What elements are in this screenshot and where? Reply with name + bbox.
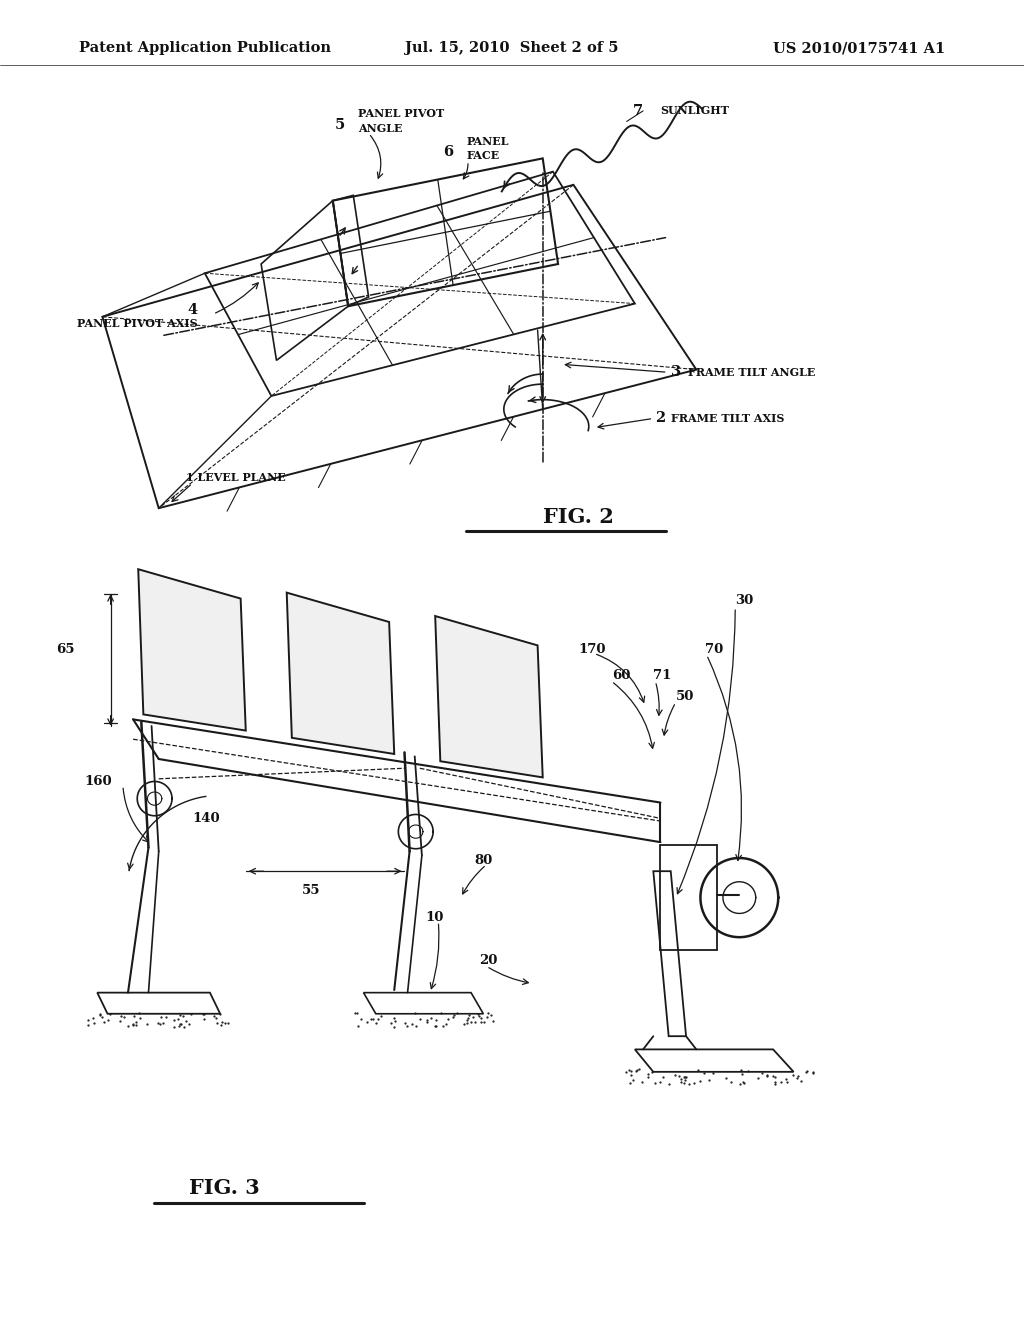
Text: 140: 140 bbox=[193, 812, 220, 825]
Polygon shape bbox=[435, 616, 543, 777]
Text: US 2010/0175741 A1: US 2010/0175741 A1 bbox=[773, 41, 945, 55]
Text: 10: 10 bbox=[425, 911, 443, 924]
Text: 1 LEVEL PLANE: 1 LEVEL PLANE bbox=[186, 473, 286, 483]
Text: 3: 3 bbox=[671, 366, 681, 379]
Text: FIG. 3: FIG. 3 bbox=[189, 1177, 260, 1199]
Text: SUNLIGHT: SUNLIGHT bbox=[660, 106, 729, 116]
Text: 6: 6 bbox=[443, 145, 454, 158]
Text: 5: 5 bbox=[335, 119, 345, 132]
Text: 4: 4 bbox=[187, 304, 198, 317]
Text: Patent Application Publication: Patent Application Publication bbox=[79, 41, 331, 55]
Text: PANEL PIVOT: PANEL PIVOT bbox=[358, 108, 444, 119]
Text: PANEL: PANEL bbox=[467, 136, 510, 147]
Text: 160: 160 bbox=[84, 775, 112, 788]
Text: 30: 30 bbox=[735, 594, 754, 607]
Text: 70: 70 bbox=[705, 643, 723, 656]
Text: 7: 7 bbox=[633, 104, 643, 117]
Text: 60: 60 bbox=[612, 669, 631, 682]
Text: ANGLE: ANGLE bbox=[358, 123, 402, 133]
Text: 50: 50 bbox=[676, 690, 694, 704]
Text: 80: 80 bbox=[474, 854, 493, 867]
Text: FIG. 2: FIG. 2 bbox=[543, 507, 613, 528]
Text: 170: 170 bbox=[579, 643, 606, 656]
Text: PANEL PIVOT AXIS: PANEL PIVOT AXIS bbox=[77, 318, 198, 329]
Text: 2: 2 bbox=[655, 412, 666, 425]
Text: FRAME TILT ANGLE: FRAME TILT ANGLE bbox=[688, 367, 815, 378]
Text: Jul. 15, 2010  Sheet 2 of 5: Jul. 15, 2010 Sheet 2 of 5 bbox=[406, 41, 618, 55]
Text: 71: 71 bbox=[653, 669, 672, 682]
Text: FRAME TILT AXIS: FRAME TILT AXIS bbox=[671, 413, 784, 424]
Text: FACE: FACE bbox=[467, 150, 500, 161]
Text: 55: 55 bbox=[302, 884, 321, 898]
Polygon shape bbox=[287, 593, 394, 754]
Text: 20: 20 bbox=[479, 954, 498, 968]
Polygon shape bbox=[138, 569, 246, 730]
Text: 65: 65 bbox=[56, 643, 75, 656]
